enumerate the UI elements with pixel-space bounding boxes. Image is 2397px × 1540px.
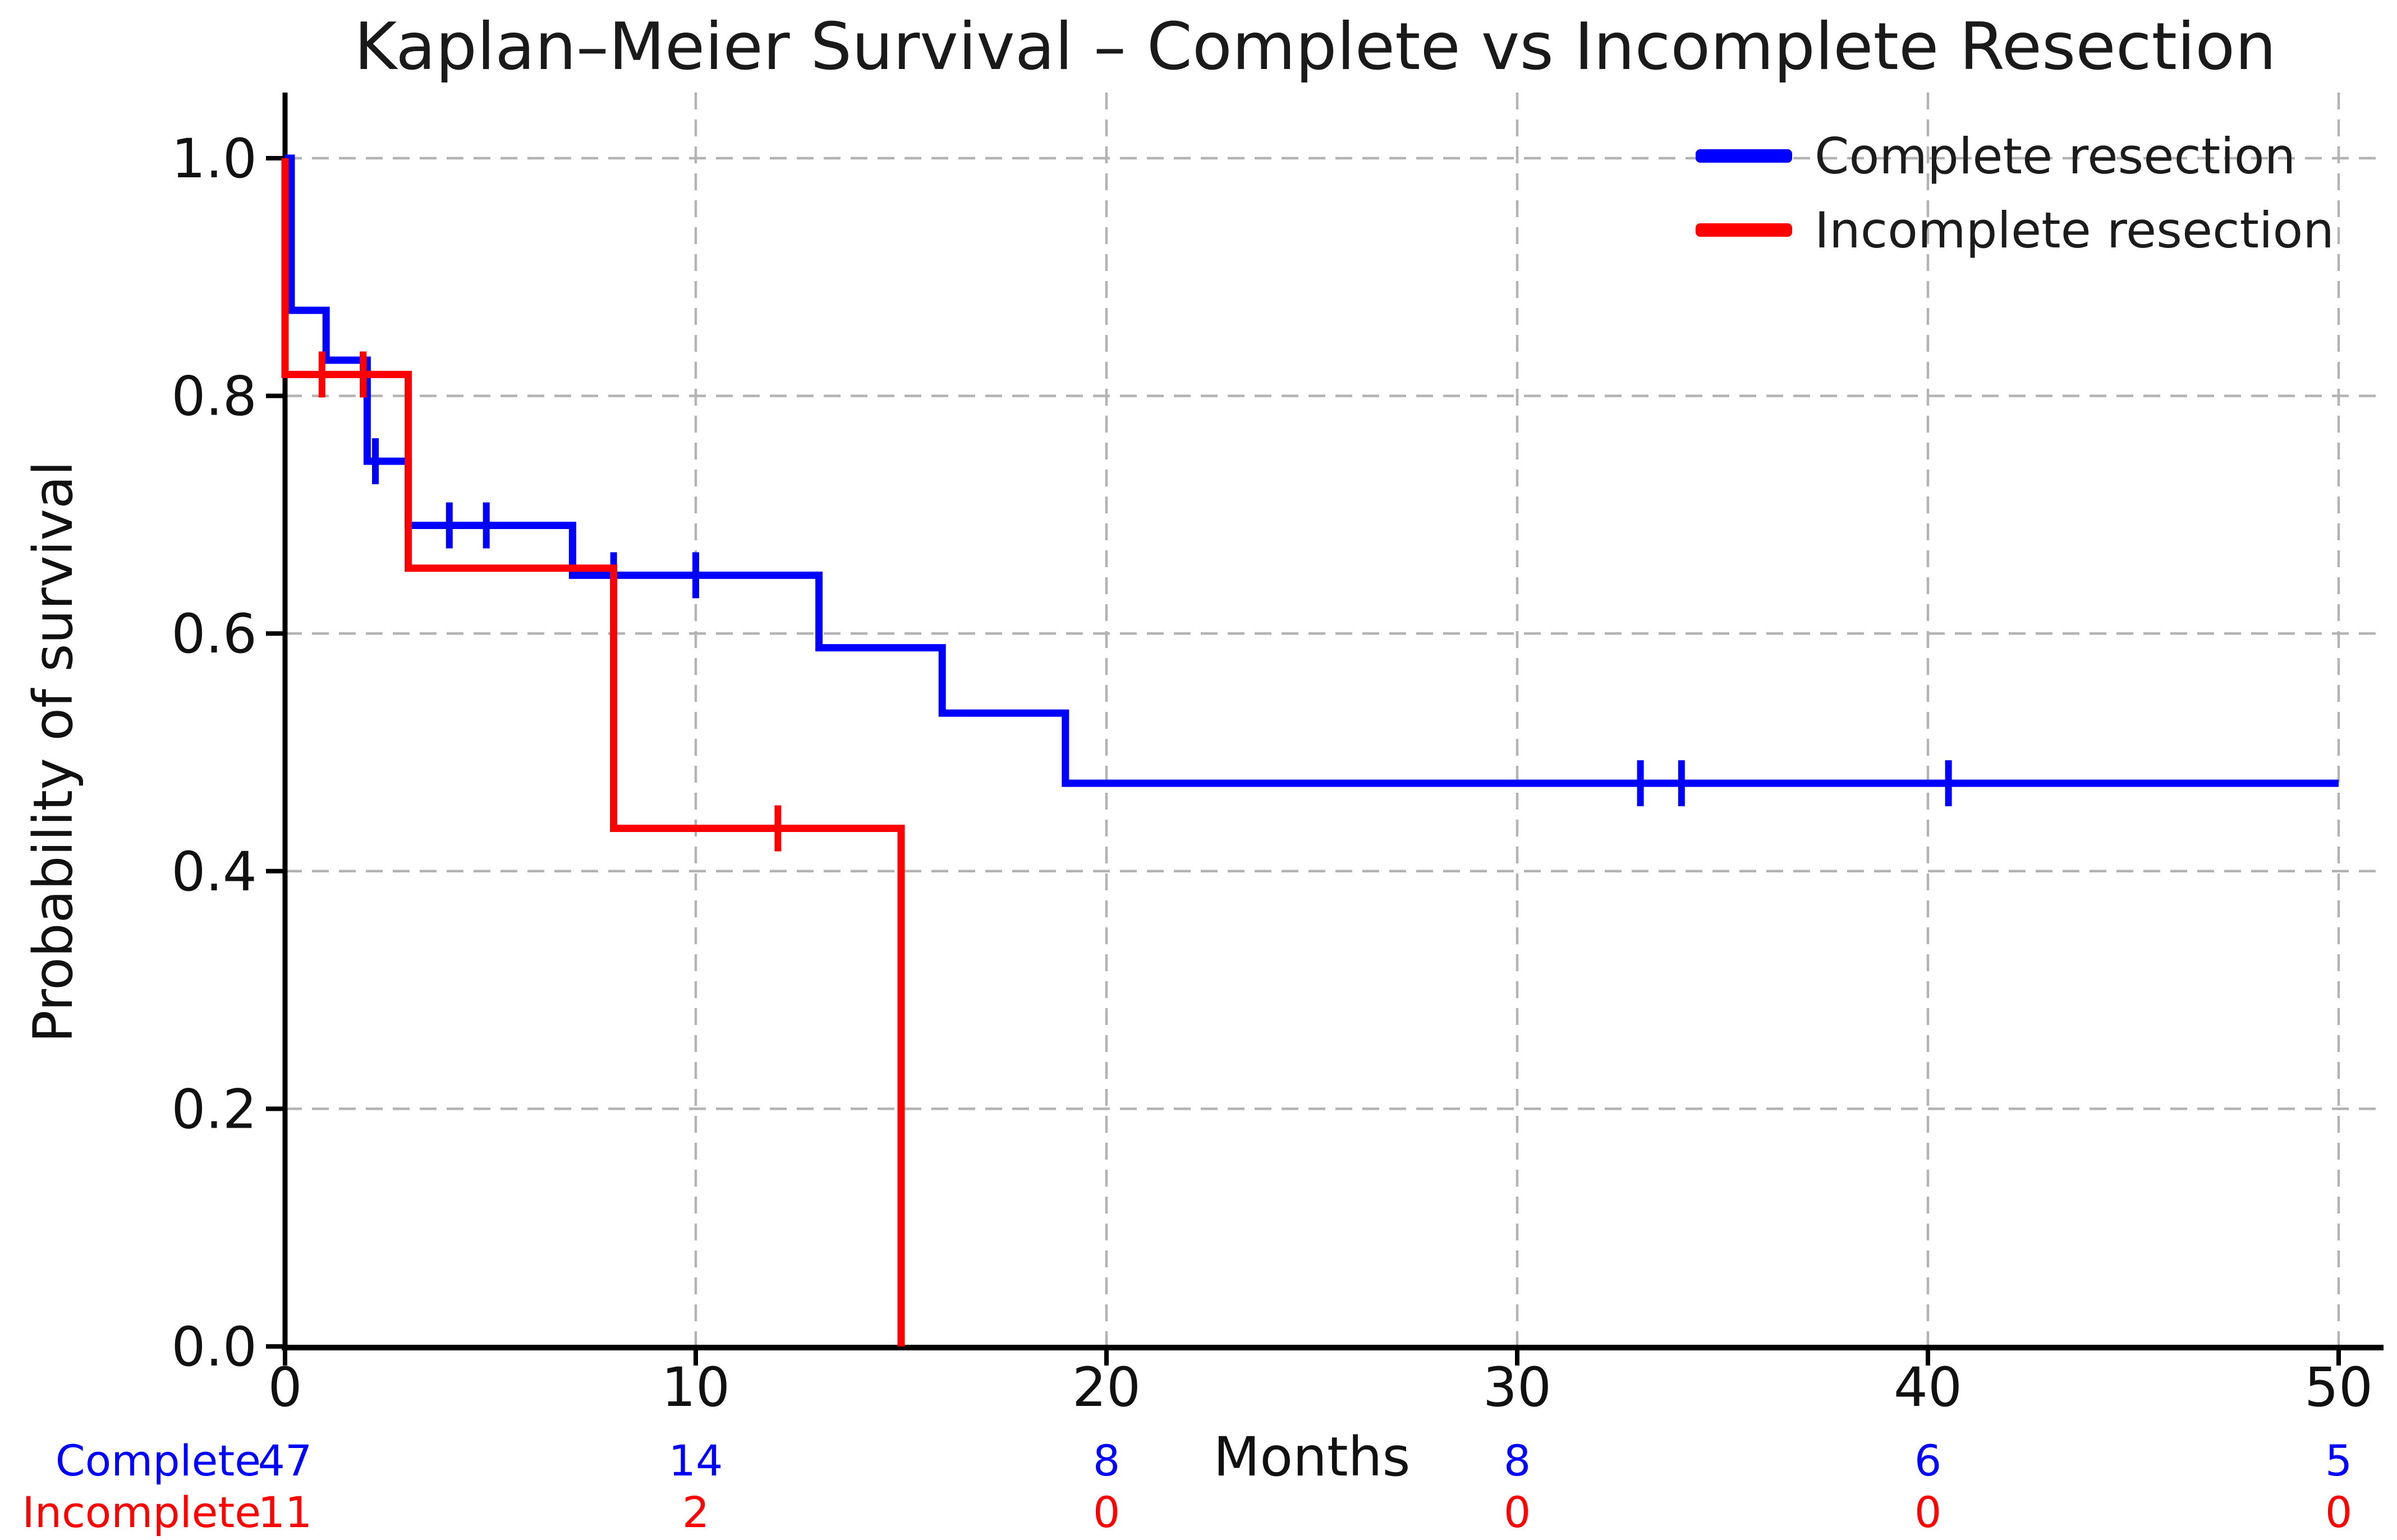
x-tick-label-20: 20 [1072,1356,1141,1419]
risk-value: 6 [1914,1436,1941,1486]
y-tick-label-0.6: 0.6 [171,603,257,665]
y-tick-label-0.2: 0.2 [171,1078,257,1141]
risk-value: 8 [1093,1436,1120,1486]
risk-value: 0 [1914,1487,1941,1537]
incomplete-line-swatch-icon [1696,223,1792,237]
legend-item-complete: Complete resection [1696,119,2334,193]
risk-row-label-complete: Complete [56,1436,261,1486]
tick-marks-and-labels: 0.0 0.2 0.4 0.6 0.8 1.0 0 10 20 30 40 50 [171,127,2373,1419]
x-tick-label-10: 10 [662,1356,730,1419]
risk-value: 0 [1504,1487,1531,1537]
legend-label-incomplete: Incomplete resection [1815,201,2335,259]
x-tick-label-50: 50 [2304,1356,2373,1419]
grid-lines [285,93,2380,1348]
risk-value: 5 [2325,1436,2352,1486]
x-tick-label-0: 0 [268,1356,302,1419]
x-axis-label: Months [1213,1426,1411,1488]
risk-value: 2 [682,1487,709,1537]
risk-value: 0 [1093,1487,1120,1537]
y-tick-label-1.0: 1.0 [171,127,257,190]
risk-value: 14 [669,1436,723,1486]
legend-item-incomplete: Incomplete resection [1696,193,2334,267]
x-tick-label-30: 30 [1483,1356,1551,1419]
y-tick-label-0.4: 0.4 [171,840,257,903]
risk-row-label-incomplete: Incomplete [22,1487,261,1537]
risk-value: 0 [2325,1487,2352,1537]
series-incomplete-resection [281,158,905,1346]
y-tick-label-0.0: 0.0 [171,1316,257,1378]
survival-curve [281,158,905,1346]
x-tick-label-40: 40 [1894,1356,1962,1419]
survival-curve [285,154,2339,787]
risk-value: 8 [1504,1436,1531,1486]
chart-title: Kaplan–Meier Survival – Complete vs Inco… [354,9,2276,85]
legend: Complete resection Incomplete resection [1696,119,2334,267]
complete-line-swatch-icon [1696,149,1792,163]
y-tick-label-0.8: 0.8 [171,365,257,428]
legend-label-complete: Complete resection [1815,127,2296,185]
risk-value: 11 [258,1487,313,1537]
risk-value: 47 [258,1436,313,1486]
axes [282,93,2384,1350]
